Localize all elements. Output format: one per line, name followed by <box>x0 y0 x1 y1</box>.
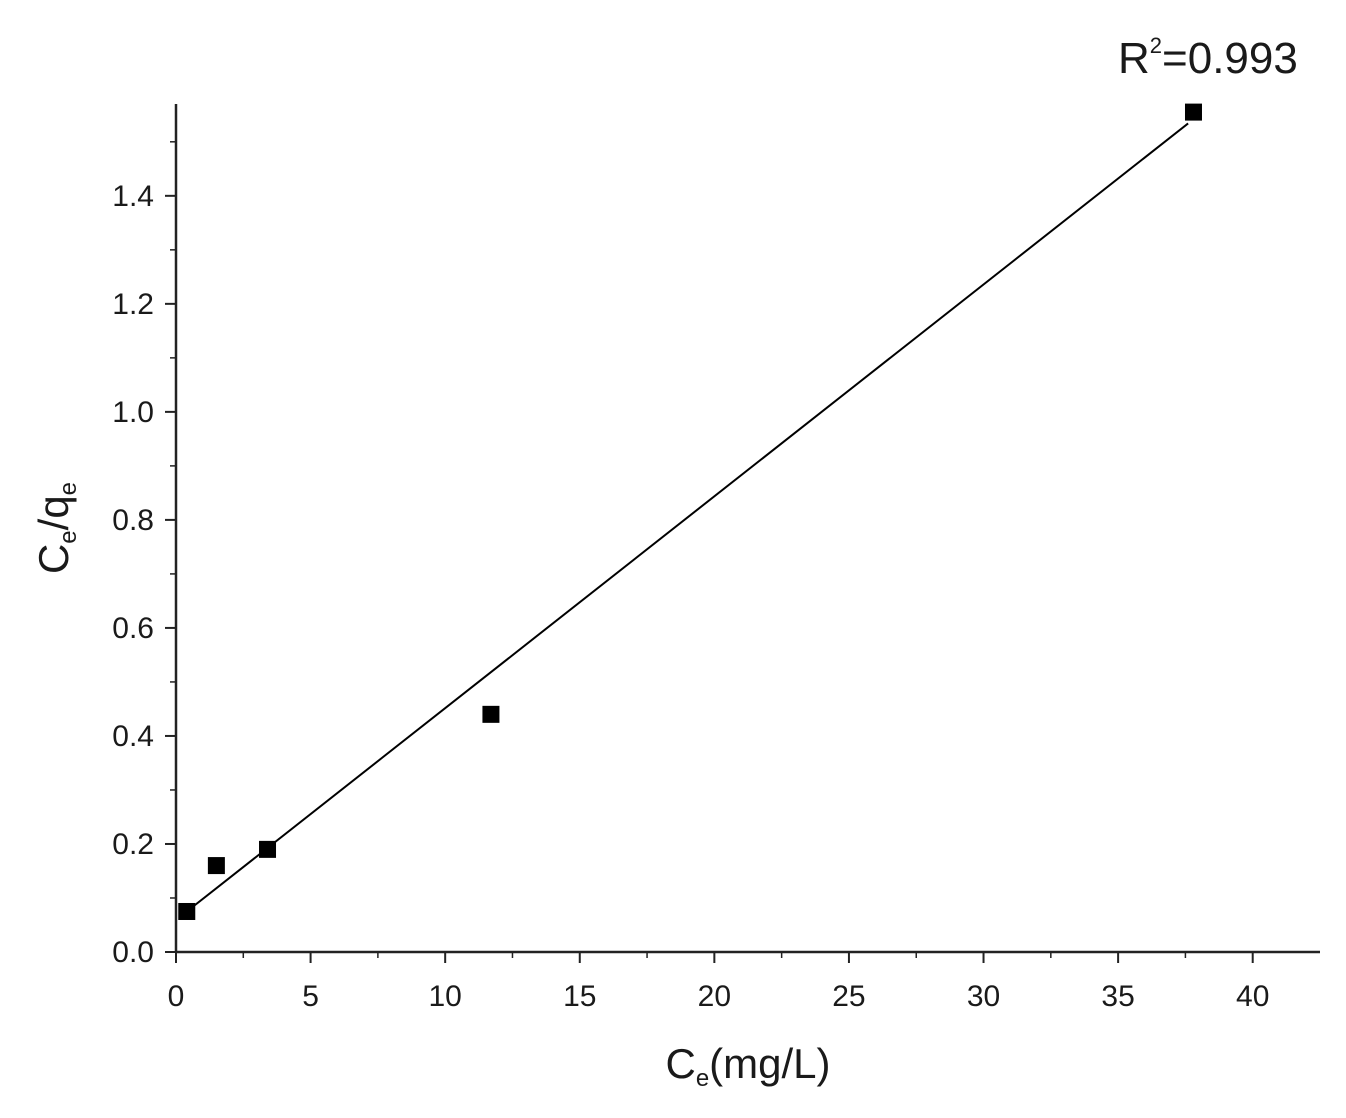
fit-line-group <box>183 122 1189 915</box>
data-point <box>207 857 225 875</box>
x-tick-label: 5 <box>302 980 319 1013</box>
x-label-subscript: e <box>696 1065 709 1092</box>
r2-base: R <box>1118 34 1150 83</box>
data-points <box>178 103 1202 920</box>
y-tick-label: 0.6 <box>112 612 154 645</box>
ticks: 0 5 10 15 20 25 30 35 40 0.0 0.2 0.4 0.6 0.8 1.0 1.2 1.4 <box>112 141 1269 1013</box>
y-tick-label: 0.8 <box>112 504 154 537</box>
y-label-c: C <box>30 544 77 574</box>
y-tick-label: 1.2 <box>112 288 154 321</box>
y-axis-label: Ce/qe <box>30 482 82 574</box>
data-point <box>178 902 196 920</box>
x-tick-label: 30 <box>967 980 1000 1013</box>
r2-value: =0.993 <box>1162 34 1298 83</box>
data-point <box>259 840 277 858</box>
data-point <box>1184 103 1202 121</box>
y-tick-label: 0.0 <box>112 936 154 969</box>
x-tick-label: 25 <box>832 980 865 1013</box>
linear-fit-line <box>183 122 1189 915</box>
y-label-sub-2: e <box>55 482 82 495</box>
x-label-unit: (mg/L) <box>709 1040 830 1087</box>
x-label-main: C <box>665 1040 695 1087</box>
r2-superscript: 2 <box>1150 33 1162 58</box>
y-tick-label: 1.4 <box>112 180 154 213</box>
x-axis-label: Ce(mg/L) <box>665 1040 830 1092</box>
x-tick-label: 35 <box>1101 980 1134 1013</box>
y-label-q: /q <box>30 495 77 530</box>
x-tick-label: 20 <box>698 980 731 1013</box>
x-tick-label: 40 <box>1236 980 1269 1013</box>
y-tick-label: 1.0 <box>112 396 154 429</box>
x-tick-label: 0 <box>168 980 185 1013</box>
r-squared-annotation: R2=0.993 <box>1118 33 1298 83</box>
y-tick-label: 0.4 <box>112 720 154 753</box>
y-label-sub-1: e <box>55 530 82 543</box>
x-tick-label: 15 <box>563 980 596 1013</box>
axes <box>174 104 1320 954</box>
y-tick-label: 0.2 <box>112 828 154 861</box>
data-point <box>482 705 500 723</box>
x-tick-label: 10 <box>428 980 461 1013</box>
